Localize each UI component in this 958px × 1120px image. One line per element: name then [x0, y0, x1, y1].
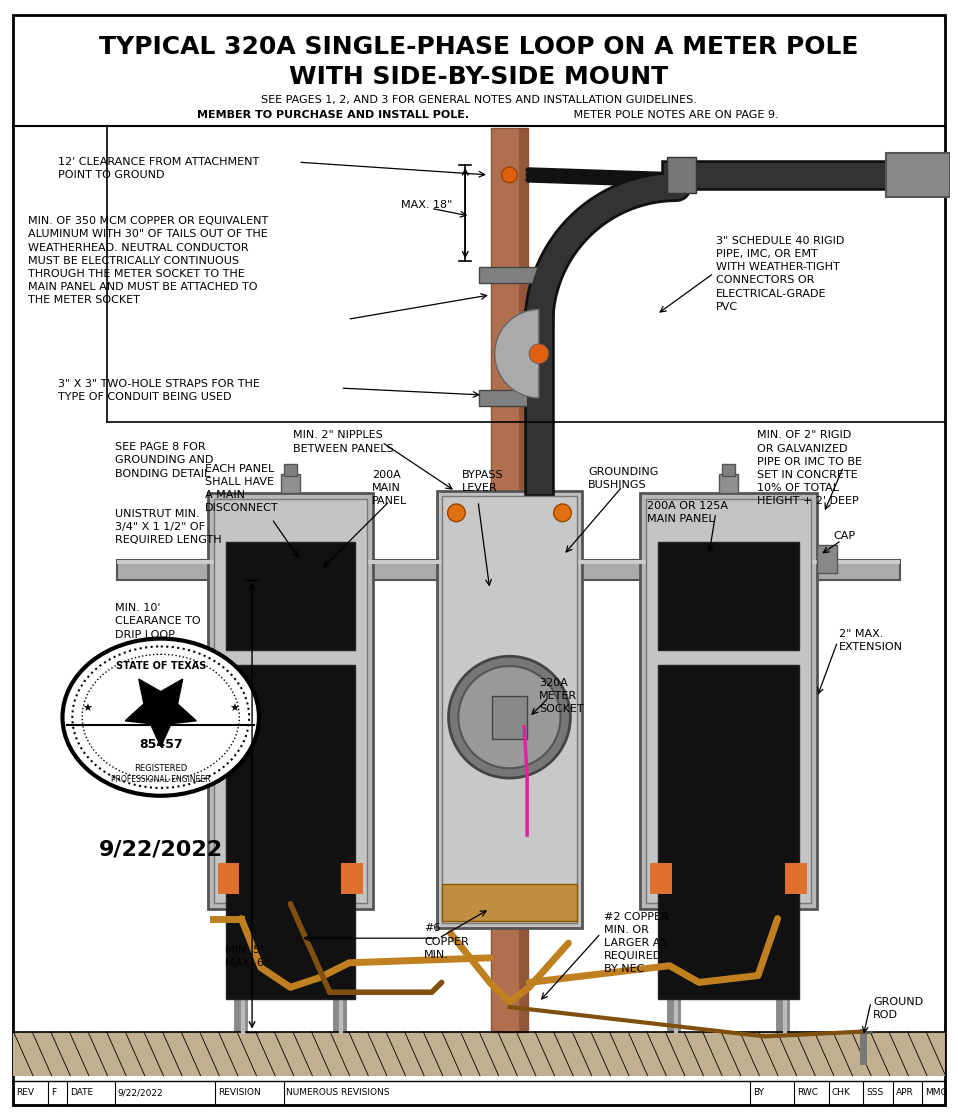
- Text: REGISTERED: REGISTERED: [134, 764, 188, 773]
- Text: GROUND
ROD: GROUND ROD: [873, 997, 924, 1020]
- Text: MEMBER TO PURCHASE AND INSTALL POLE.: MEMBER TO PURCHASE AND INSTALL POLE.: [197, 110, 469, 120]
- Bar: [208, 493, 373, 908]
- Bar: [786, 862, 807, 894]
- Text: MIN. 10'
CLEARANCE TO
DRIP LOOP: MIN. 10' CLEARANCE TO DRIP LOOP: [115, 604, 200, 640]
- Bar: [817, 545, 836, 572]
- Text: RWC: RWC: [797, 1089, 818, 1098]
- Bar: [886, 153, 949, 196]
- Bar: [117, 560, 901, 564]
- Text: MIN. 2" NIPPLES
BETWEEN PANELS: MIN. 2" NIPPLES BETWEEN PANELS: [293, 430, 394, 454]
- Text: WITH SIDE-BY-SIDE MOUNT: WITH SIDE-BY-SIDE MOUNT: [289, 65, 669, 88]
- Bar: [437, 492, 582, 928]
- Text: EACH PANEL
SHALL HAVE
A MAIN
DISCONNECT: EACH PANEL SHALL HAVE A MAIN DISCONNECT: [205, 464, 279, 513]
- Text: CHK: CHK: [832, 1089, 851, 1098]
- Text: SEE PAGES 1, 2, AND 3 FOR GENERAL NOTES AND INSTALLATION GUIDELINES.: SEE PAGES 1, 2, AND 3 FOR GENERAL NOTES …: [262, 95, 696, 105]
- Circle shape: [529, 344, 549, 364]
- Text: APR: APR: [896, 1089, 913, 1098]
- Text: MIN. OF 350 MCM COPPER OR EQUIVALENT
ALUMINUM WITH 30" OF TAILS OUT OF THE
WEATH: MIN. OF 350 MCM COPPER OR EQUIVALENT ALU…: [28, 216, 268, 306]
- Text: ★: ★: [82, 704, 92, 715]
- Bar: [225, 665, 355, 999]
- Bar: [442, 496, 578, 924]
- Circle shape: [448, 656, 570, 778]
- Circle shape: [502, 167, 517, 183]
- Bar: [646, 500, 811, 903]
- Text: CAP: CAP: [833, 531, 855, 541]
- Text: STATE OF TEXAS: STATE OF TEXAS: [116, 661, 206, 671]
- Text: 2" MAX.
EXTENSION: 2" MAX. EXTENSION: [838, 628, 902, 652]
- Text: NUMEROUS REVISIONS: NUMEROUS REVISIONS: [286, 1089, 390, 1098]
- Text: MAX. 18": MAX. 18": [401, 200, 453, 211]
- Text: DATE: DATE: [70, 1089, 94, 1098]
- Text: GROUNDING
BUSHINGS: GROUNDING BUSHINGS: [588, 467, 658, 489]
- Text: MIN. OF 2" RIGID
OR GALVANIZED
PIPE OR IMC TO BE
SET IN CONCRETE
10% OF TOTAL
HE: MIN. OF 2" RIGID OR GALVANIZED PIPE OR I…: [757, 430, 862, 506]
- Text: 200A OR 125A
MAIN PANEL: 200A OR 125A MAIN PANEL: [647, 501, 728, 524]
- Bar: [442, 884, 578, 922]
- Text: TYPICAL 320A SINGLE-PHASE LOOP ON A METER POLE: TYPICAL 320A SINGLE-PHASE LOOP ON A METE…: [100, 35, 858, 59]
- Bar: [214, 500, 367, 903]
- Bar: [490, 128, 528, 1032]
- Circle shape: [447, 504, 466, 522]
- Polygon shape: [125, 679, 196, 747]
- Text: 3" SCHEDULE 40 RIGID
PIPE, IMC, OR EMT
WITH WEATHER-TIGHT
CONNECTORS OR
ELECTRIC: 3" SCHEDULE 40 RIGID PIPE, IMC, OR EMT W…: [716, 236, 844, 311]
- Bar: [640, 493, 817, 908]
- Bar: [658, 542, 799, 651]
- Text: BY: BY: [753, 1089, 764, 1098]
- Bar: [491, 696, 527, 739]
- Text: 12' CLEARANCE FROM ATTACHMENT
POINT TO GROUND: 12' CLEARANCE FROM ATTACHMENT POINT TO G…: [57, 157, 259, 180]
- Wedge shape: [494, 309, 539, 398]
- Text: MIN. 5'
MAX. 6': MIN. 5' MAX. 6': [224, 945, 266, 969]
- Circle shape: [458, 666, 560, 768]
- Text: F: F: [51, 1089, 56, 1098]
- Ellipse shape: [62, 638, 259, 795]
- Text: REV: REV: [16, 1089, 34, 1098]
- Bar: [658, 665, 799, 999]
- Text: 3" X 3" TWO-HOLE STRAPS FOR THE
TYPE OF CONDUIT BEING USED: 3" X 3" TWO-HOLE STRAPS FOR THE TYPE OF …: [57, 380, 260, 402]
- Text: #2 COPPER
MIN. OR
LARGER AS
REQUIRED
BY NEC: #2 COPPER MIN. OR LARGER AS REQUIRED BY …: [604, 912, 669, 974]
- Bar: [479, 268, 540, 283]
- Bar: [479, 390, 540, 405]
- Bar: [721, 464, 736, 476]
- Bar: [284, 464, 297, 476]
- Bar: [225, 542, 355, 651]
- Bar: [217, 862, 240, 894]
- Bar: [281, 474, 300, 493]
- Text: 320A
METER
SOCKET: 320A METER SOCKET: [539, 678, 583, 715]
- Text: PROFESSIONAL ENGINEER: PROFESSIONAL ENGINEER: [111, 775, 211, 784]
- Circle shape: [554, 504, 571, 522]
- Text: UNISTRUT MIN.
3/4" X 1 1/2" OF
REQUIRED LENGTH: UNISTRUT MIN. 3/4" X 1 1/2" OF REQUIRED …: [115, 508, 221, 545]
- Bar: [718, 474, 739, 493]
- Text: ★: ★: [229, 704, 240, 715]
- Bar: [519, 128, 528, 1032]
- Text: SSS: SSS: [866, 1089, 883, 1098]
- Bar: [117, 560, 901, 580]
- Text: SEE PAGE 8 FOR
GROUNDING AND
BONDING DETAIL: SEE PAGE 8 FOR GROUNDING AND BONDING DET…: [115, 442, 213, 478]
- Text: MMG: MMG: [925, 1089, 947, 1098]
- Text: REVISION: REVISION: [217, 1089, 261, 1098]
- Text: #6
COPPER
MIN.: #6 COPPER MIN.: [424, 924, 468, 960]
- Text: 200A
MAIN
PANEL: 200A MAIN PANEL: [372, 469, 407, 506]
- Text: 9/22/2022: 9/22/2022: [99, 840, 223, 860]
- Bar: [667, 157, 696, 193]
- Text: 85457: 85457: [139, 738, 183, 752]
- Bar: [650, 862, 672, 894]
- Text: METER POLE NOTES ARE ON PAGE 9.: METER POLE NOTES ARE ON PAGE 9.: [570, 110, 779, 120]
- Bar: [341, 862, 363, 894]
- Text: BYPASS
LEVER: BYPASS LEVER: [463, 469, 504, 493]
- Text: 9/22/2022: 9/22/2022: [118, 1089, 163, 1098]
- Bar: [13, 1032, 945, 1075]
